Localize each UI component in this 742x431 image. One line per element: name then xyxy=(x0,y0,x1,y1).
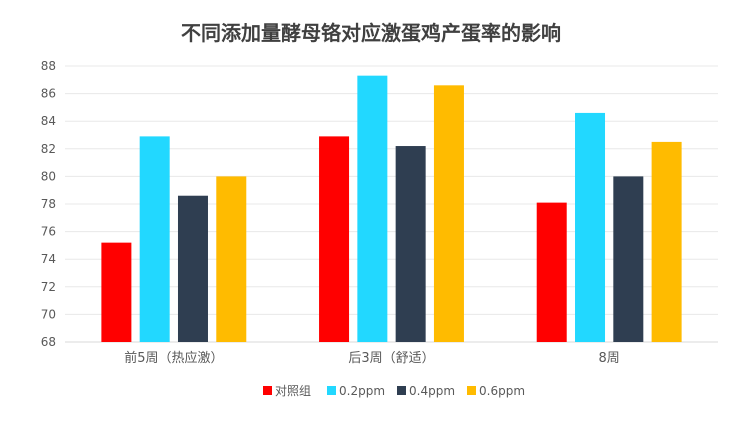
legend-swatch xyxy=(467,386,476,395)
gridlines xyxy=(65,65,718,343)
y-axis: 68 70 72 74 76 78 80 82 84 86 88 xyxy=(41,59,56,349)
bar-2-0 xyxy=(536,202,567,342)
bar-2-1 xyxy=(575,112,606,342)
y-tick-label: 68 xyxy=(41,335,56,349)
bar-1-0 xyxy=(319,136,350,342)
y-tick-label: 76 xyxy=(41,225,56,239)
legend-label: 对照组 xyxy=(275,384,311,398)
bar-1-2 xyxy=(395,146,426,342)
bars xyxy=(101,75,682,342)
legend-label: 0.6ppm xyxy=(479,384,525,398)
y-tick-label: 74 xyxy=(41,252,56,266)
bar-0-1 xyxy=(139,136,170,342)
x-tick-label: 8周 xyxy=(599,351,620,366)
bar-1-1 xyxy=(357,75,388,342)
bar-0-0 xyxy=(101,242,132,342)
y-tick-label: 78 xyxy=(41,197,56,211)
y-tick-label: 84 xyxy=(41,114,56,128)
y-tick-label: 88 xyxy=(41,59,56,73)
y-tick-label: 86 xyxy=(41,87,56,101)
bar-0-2 xyxy=(177,195,208,342)
legend-label: 0.4ppm xyxy=(409,384,455,398)
y-tick-label: 72 xyxy=(41,280,56,294)
y-tick-label: 82 xyxy=(41,142,56,156)
x-axis: 前5周（热应激） 后3周（舒适） 8周 xyxy=(124,350,620,366)
legend-swatch xyxy=(263,386,272,395)
bar-2-2 xyxy=(613,176,644,342)
legend-swatch xyxy=(397,386,406,395)
bar-2-3 xyxy=(651,141,682,342)
x-tick-label: 后3周（舒适） xyxy=(348,351,434,366)
legend-swatch xyxy=(327,386,336,395)
legend-label: 0.2ppm xyxy=(339,384,385,398)
x-tick-label: 前5周（热应激） xyxy=(124,350,223,366)
legend: 对照组 0.2ppm 0.4ppm 0.6ppm xyxy=(263,384,525,398)
y-tick-label: 80 xyxy=(41,169,56,183)
y-tick-label: 70 xyxy=(41,307,56,321)
bar-0-3 xyxy=(216,176,247,342)
bar-1-3 xyxy=(433,85,464,342)
chart-title: 不同添加量酵母铬对应激蛋鸡产蛋率的影响 xyxy=(181,21,561,45)
